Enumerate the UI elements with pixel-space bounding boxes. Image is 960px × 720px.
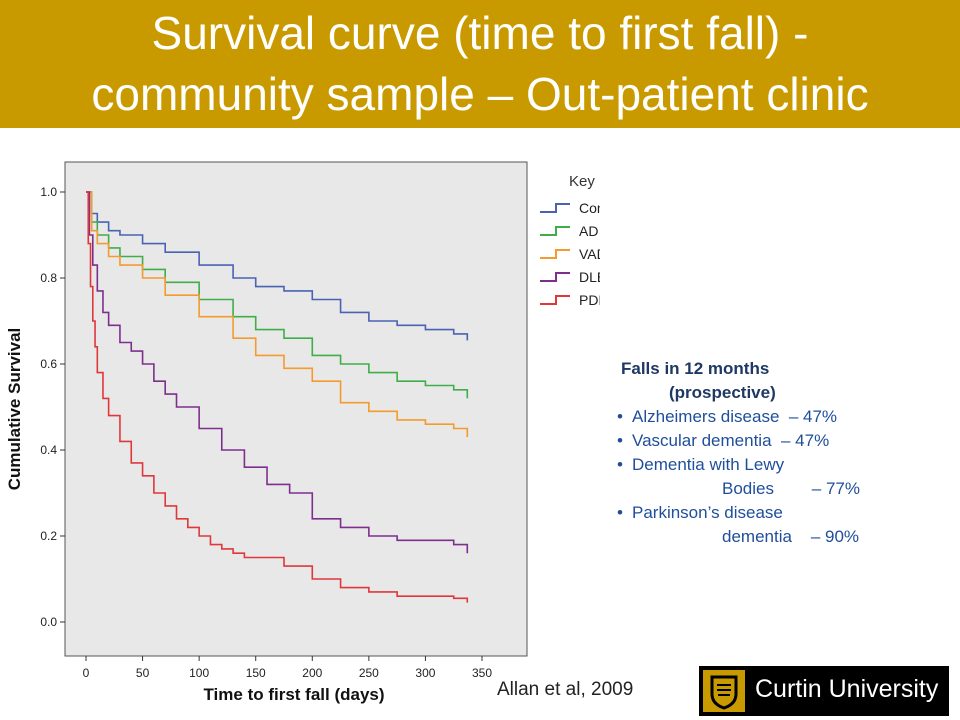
logo-text: Curtin University	[755, 675, 939, 703]
series-line-pdd	[86, 191, 469, 603]
y-tick-label: 1.0	[40, 185, 57, 199]
legend-swatch-vad	[540, 249, 570, 259]
legend-label-control: Control	[579, 200, 600, 216]
survival-chart: 0.0 0.2 0.4 0.6 0.8 1.0 0 50 100 150 200 250 300 350 T…	[5, 161, 600, 704]
stats-heading-line-1: Falls in 12 months	[621, 359, 770, 378]
x-tick-label: 200	[302, 666, 322, 680]
bullet-dot: •	[617, 503, 623, 522]
legend-swatch-pdd	[540, 295, 570, 305]
stats-item-lewy: • Dementia with Lewy	[608, 453, 938, 477]
y-tick-label: 0.4	[40, 443, 57, 457]
legend-swatch-ad	[540, 226, 570, 236]
slide-title-line-2: community sample – Out-patient clinic	[91, 68, 869, 120]
slide-title-line-1: Survival curve (time to first fall) -	[151, 7, 809, 59]
falls-stats-box: Falls in 12 months (prospective) • Alzhei…	[608, 357, 938, 549]
stats-heading-line-2: (prospective)	[669, 383, 776, 402]
y-tick-label: 0.8	[40, 271, 57, 285]
stats-item-text: Alzheimers disease – 47%	[632, 407, 838, 426]
x-tick-label: 100	[189, 666, 209, 680]
legend-label-ad: AD	[579, 223, 598, 239]
stats-item-parkinsons: • Parkinson’s disease	[608, 501, 938, 525]
stats-item-text: Dementia with Lewy	[632, 455, 785, 474]
title-bar: Survival curve (time to first fall) - co…	[0, 0, 960, 128]
legend-label-vad: VAD	[579, 246, 600, 262]
y-tick-label: 0.0	[40, 615, 57, 629]
series-line-control	[86, 191, 469, 341]
x-axis-label: Time to first fall (days)	[203, 685, 384, 704]
x-tick-label: 50	[136, 666, 150, 680]
legend-label-pdd: PDD	[579, 292, 600, 308]
stats-item-continuation: dementia – 90%	[722, 527, 860, 546]
crest-icon	[703, 670, 745, 712]
stats-item-continuation: Bodies – 77%	[722, 479, 860, 498]
x-tick-label: 300	[415, 666, 435, 680]
bullet-dot: •	[617, 407, 623, 426]
plot-area	[64, 161, 528, 657]
legend-swatch-control	[540, 203, 570, 213]
curtin-logo: Curtin University	[699, 666, 949, 716]
y-tick-label: 0.2	[40, 529, 57, 543]
legend-title: Key	[569, 173, 595, 190]
x-tick-label: 0	[83, 666, 90, 680]
x-tick-label: 150	[246, 666, 266, 680]
legend-label-dlb: DLB	[579, 269, 600, 285]
stats-item-text: Parkinson’s disease	[632, 503, 783, 522]
y-axis-label: Cumulative Survival	[5, 328, 24, 491]
stats-item-alzheimers: • Alzheimers disease – 47%	[608, 405, 938, 429]
stats-item-vascular: • Vascular dementia – 47%	[608, 429, 938, 453]
bullet-dot: •	[617, 455, 623, 474]
legend-swatch-dlb	[540, 272, 570, 282]
series-line-dlb	[86, 191, 469, 554]
bullet-dot: •	[617, 431, 623, 450]
y-tick-label: 0.6	[40, 357, 57, 371]
x-tick-label: 350	[472, 666, 492, 680]
stats-item-text: Vascular dementia – 47%	[632, 431, 830, 450]
citation: Allan et al, 2009	[497, 679, 634, 700]
series-line-vad	[86, 191, 469, 438]
x-tick-label: 250	[359, 666, 379, 680]
